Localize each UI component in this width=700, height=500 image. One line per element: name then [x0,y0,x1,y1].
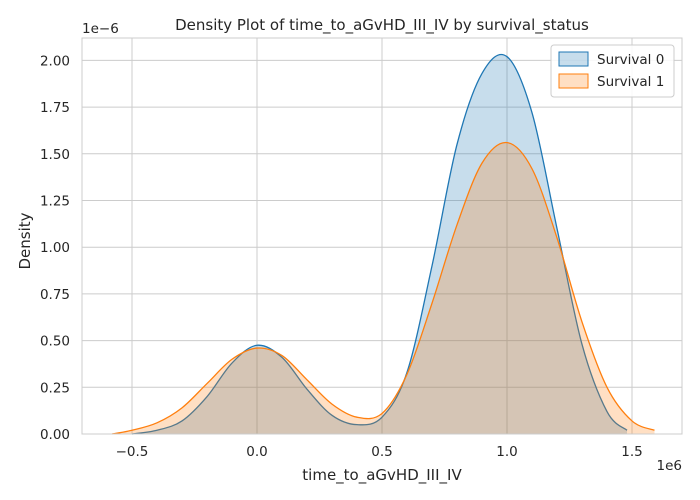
density-area-survival-0 [132,54,627,434]
y-tick-label: 2.00 [40,53,70,69]
y-tick-label: 1.50 [40,147,70,163]
y-tick-label: 1.25 [40,194,70,210]
legend-swatch-survival-0 [558,51,589,67]
x-scale-offset: 1e6 [657,458,682,474]
legend-label-survival-1: Survival 1 [597,74,664,90]
density-area-survival-1 [112,142,655,435]
x-tick-label: 1.0 [496,444,517,460]
y-tick-label: 1.00 [40,240,70,256]
density-line-survival-1 [111,141,655,435]
x-tick-label: −0.5 [116,444,149,460]
legend-label-survival-0: Survival 0 [597,52,664,68]
plot-frame [81,37,683,435]
y-tick-label: 0.75 [40,287,70,303]
grid [82,38,682,435]
y-tick-label: 0.50 [40,334,70,350]
x-tick-label: 1.5 [621,444,642,460]
legend-swatch-survival-1 [558,73,589,89]
x-axis-label: time_to_aGvHD_III_IV [302,466,462,485]
y-tick-label: 0.00 [40,427,70,443]
chart-title: Density Plot of time_to_aGvHD_III_IV by … [175,16,589,35]
x-tick-label: 0.5 [371,444,392,460]
y-tick-label: 1.75 [40,100,70,116]
y-axis-label: Density [16,212,34,269]
legend-frame [550,44,675,98]
y-tick-label: 0.25 [40,380,70,396]
x-tick-label: 0.0 [246,444,267,460]
series-layer [111,53,655,435]
y-scale-offset: 1e−6 [82,21,119,37]
legend: Survival 0 Survival 1 [550,44,675,98]
ticks: −0.5 0.0 0.5 1.0 1.5 0.00 0.25 0.50 0.75 1.00 1.25… [40,53,643,460]
